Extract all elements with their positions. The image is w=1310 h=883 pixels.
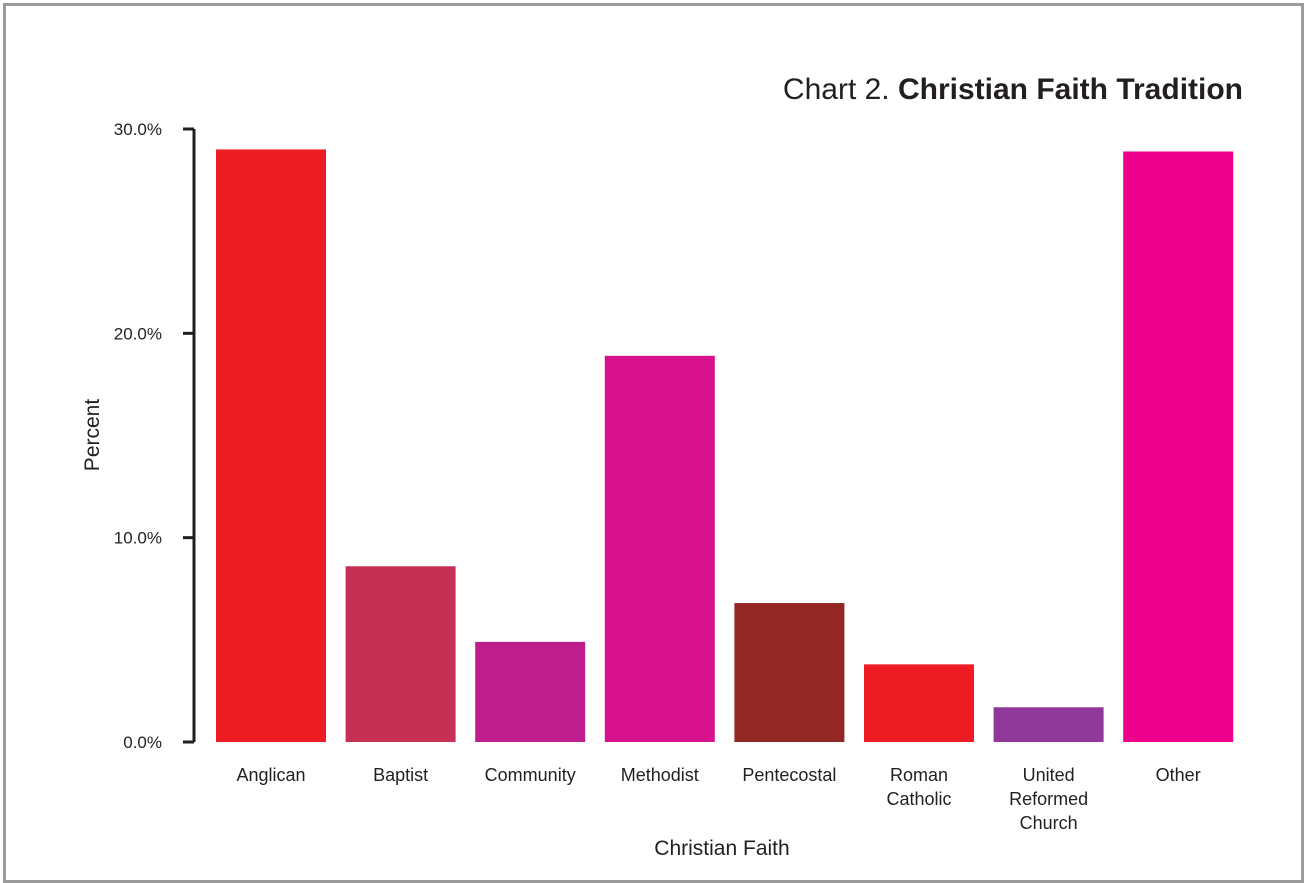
bar: [1123, 151, 1234, 742]
bar: [864, 664, 974, 742]
y-axis: 0.0% 10.0% 20.0% 30.0%: [114, 120, 196, 752]
y-tick-label: 30.0%: [114, 120, 162, 139]
x-tick-label: Methodist: [621, 765, 699, 785]
x-axis-label: Christian Faith: [654, 837, 789, 860]
bar: [734, 603, 845, 742]
x-tick-label: Anglican: [236, 765, 305, 785]
x-tick-label: Pentecostal: [742, 765, 836, 785]
x-tick-label: Community: [485, 765, 576, 785]
y-axis-label: Percent: [81, 399, 104, 472]
bar: [993, 707, 1104, 742]
bar: [345, 566, 456, 742]
bar: [216, 149, 326, 742]
y-tick-label: 10.0%: [114, 529, 162, 548]
chart-title: Chart 2. Christian Faith Tradition: [783, 73, 1243, 106]
y-tick-label: 0.0%: [123, 733, 162, 752]
x-tick-label: Roman Catholic: [886, 765, 951, 809]
x-tick-label: Baptist: [373, 765, 428, 785]
y-tick-label: 20.0%: [114, 324, 162, 343]
chart-title-bold: Christian Faith Tradition: [898, 73, 1243, 106]
bar: [604, 355, 715, 742]
bar-chart: Chart 2. Christian Faith Tradition Perce…: [81, 73, 1243, 860]
x-tick-labels: Anglican Baptist Community Methodist Penteco…: [236, 765, 1200, 833]
chart-title-prefix: Chart 2.: [783, 73, 890, 106]
x-tick-label: Other: [1156, 765, 1201, 785]
x-tick-label: United Reformed Church: [1009, 765, 1088, 833]
bars-group: [216, 149, 1234, 742]
bar: [475, 641, 586, 742]
